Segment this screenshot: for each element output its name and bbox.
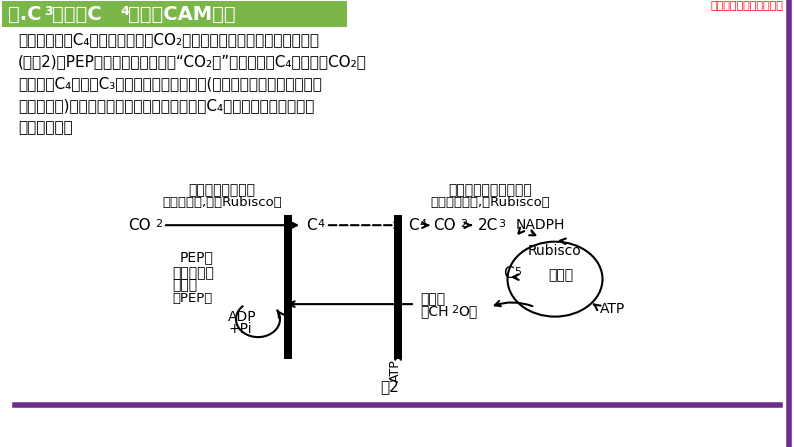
Text: 3: 3	[498, 219, 505, 229]
Text: （有类囊体,没有Rubisco）: （有类囊体,没有Rubisco）	[162, 196, 282, 209]
Text: 束鞘细胞中，C₄化合物释放出的CO₂参与卡尔文循环，进而生成有机物: 束鞘细胞中，C₄化合物释放出的CO₂参与卡尔文循环，进而生成有机物	[18, 32, 319, 47]
Text: (如图2)。PEP羧化酶被形象地称为“CO₂泵”，它提高了C₄植物固定CO₂的: (如图2)。PEP羧化酶被形象地称为“CO₂泵”，它提高了C₄植物固定CO₂的	[18, 54, 367, 69]
Text: （没有类囊体,有Rubisco）: （没有类囊体,有Rubisco）	[430, 196, 550, 209]
Text: CO: CO	[433, 218, 456, 233]
Text: （PEP）: （PEP）	[172, 291, 212, 304]
Text: PEP酶: PEP酶	[180, 250, 214, 264]
Text: Rubisco: Rubisco	[528, 244, 582, 258]
Text: ATP: ATP	[388, 360, 402, 383]
Text: 维管束鞘细胞的叶绿体: 维管束鞘细胞的叶绿体	[448, 183, 532, 197]
Text: 3: 3	[44, 5, 52, 18]
Text: 二.C: 二.C	[8, 5, 41, 24]
Text: 磷酸烯醇式: 磷酸烯醇式	[172, 266, 214, 280]
Text: 2: 2	[155, 219, 162, 229]
Text: +Pi: +Pi	[228, 322, 252, 336]
Text: 丙酮酸: 丙酮酸	[420, 292, 445, 306]
Text: 2: 2	[460, 219, 467, 229]
Text: （CH: （CH	[420, 304, 449, 318]
Text: C: C	[503, 266, 514, 281]
Text: 图2: 图2	[380, 380, 399, 395]
Text: 鱼票月半出品，必是精品: 鱼票月半出品，必是精品	[710, 1, 783, 11]
Text: 多种酶: 多种酶	[548, 268, 573, 282]
Text: 2C: 2C	[478, 218, 499, 233]
Text: C: C	[306, 218, 317, 233]
Text: 植物、C: 植物、C	[52, 5, 102, 24]
Text: ATP: ATP	[600, 302, 625, 316]
Text: CO: CO	[128, 218, 151, 233]
Bar	[2, 1, 347, 27]
Text: 4: 4	[120, 5, 129, 18]
Bar	[394, 215, 402, 359]
Text: 植物和CAM植物: 植物和CAM植物	[128, 5, 236, 24]
Text: 叶肉细胞的叶绿体: 叶肉细胞的叶绿体	[188, 183, 256, 197]
Text: 干旱条件下)能力，并且无光合午休现象。常见C₄植物有玉米、甘蔗、高: 干旱条件下)能力，并且无光合午休现象。常见C₄植物有玉米、甘蔗、高	[18, 98, 314, 113]
Text: 能力，使C₄植物比C₃植物具有较强光合作用(特别是在高温、光照强烈、: 能力，使C₄植物比C₃植物具有较强光合作用(特别是在高温、光照强烈、	[18, 76, 322, 91]
Text: NADPH: NADPH	[516, 218, 565, 232]
Text: 粱、苋菜等。: 粱、苋菜等。	[18, 120, 73, 135]
Text: 4: 4	[419, 219, 426, 229]
Text: 5: 5	[514, 267, 521, 277]
Bar	[284, 215, 292, 359]
Text: 4: 4	[317, 219, 324, 229]
Text: 丙酮酸: 丙酮酸	[172, 278, 197, 292]
Text: 2: 2	[451, 305, 458, 315]
Text: O）: O）	[458, 304, 477, 318]
Text: ADP: ADP	[228, 310, 256, 324]
Text: C: C	[408, 218, 418, 233]
